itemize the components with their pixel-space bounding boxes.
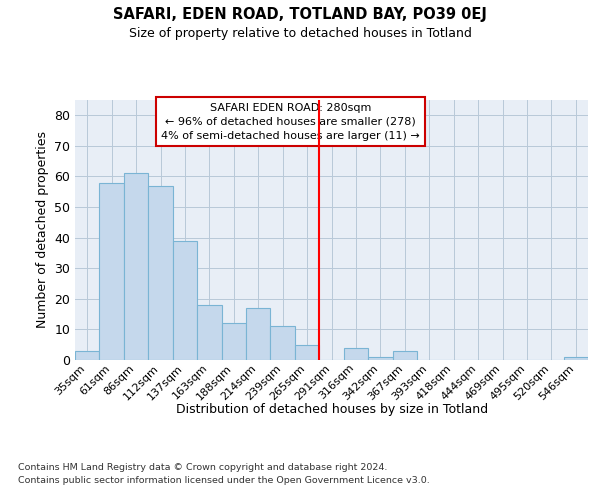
Bar: [271, 326, 295, 360]
Bar: [75, 351, 100, 360]
Bar: [124, 174, 148, 360]
Bar: [392, 351, 417, 360]
Bar: [197, 305, 221, 360]
Bar: [100, 182, 124, 360]
Text: Distribution of detached houses by size in Totland: Distribution of detached houses by size …: [176, 402, 488, 415]
Bar: [148, 186, 173, 360]
Text: SAFARI EDEN ROAD: 280sqm
← 96% of detached houses are smaller (278)
4% of semi-d: SAFARI EDEN ROAD: 280sqm ← 96% of detach…: [161, 102, 420, 141]
Text: SAFARI, EDEN ROAD, TOTLAND BAY, PO39 0EJ: SAFARI, EDEN ROAD, TOTLAND BAY, PO39 0EJ: [113, 8, 487, 22]
Bar: [563, 357, 588, 360]
Bar: [368, 357, 392, 360]
Y-axis label: Number of detached properties: Number of detached properties: [35, 132, 49, 328]
Text: Size of property relative to detached houses in Totland: Size of property relative to detached ho…: [128, 28, 472, 40]
Text: Contains HM Land Registry data © Crown copyright and database right 2024.: Contains HM Land Registry data © Crown c…: [18, 462, 388, 471]
Bar: [173, 240, 197, 360]
Bar: [221, 324, 246, 360]
Bar: [295, 344, 319, 360]
Text: Contains public sector information licensed under the Open Government Licence v3: Contains public sector information licen…: [18, 476, 430, 485]
Bar: [344, 348, 368, 360]
Bar: [246, 308, 271, 360]
